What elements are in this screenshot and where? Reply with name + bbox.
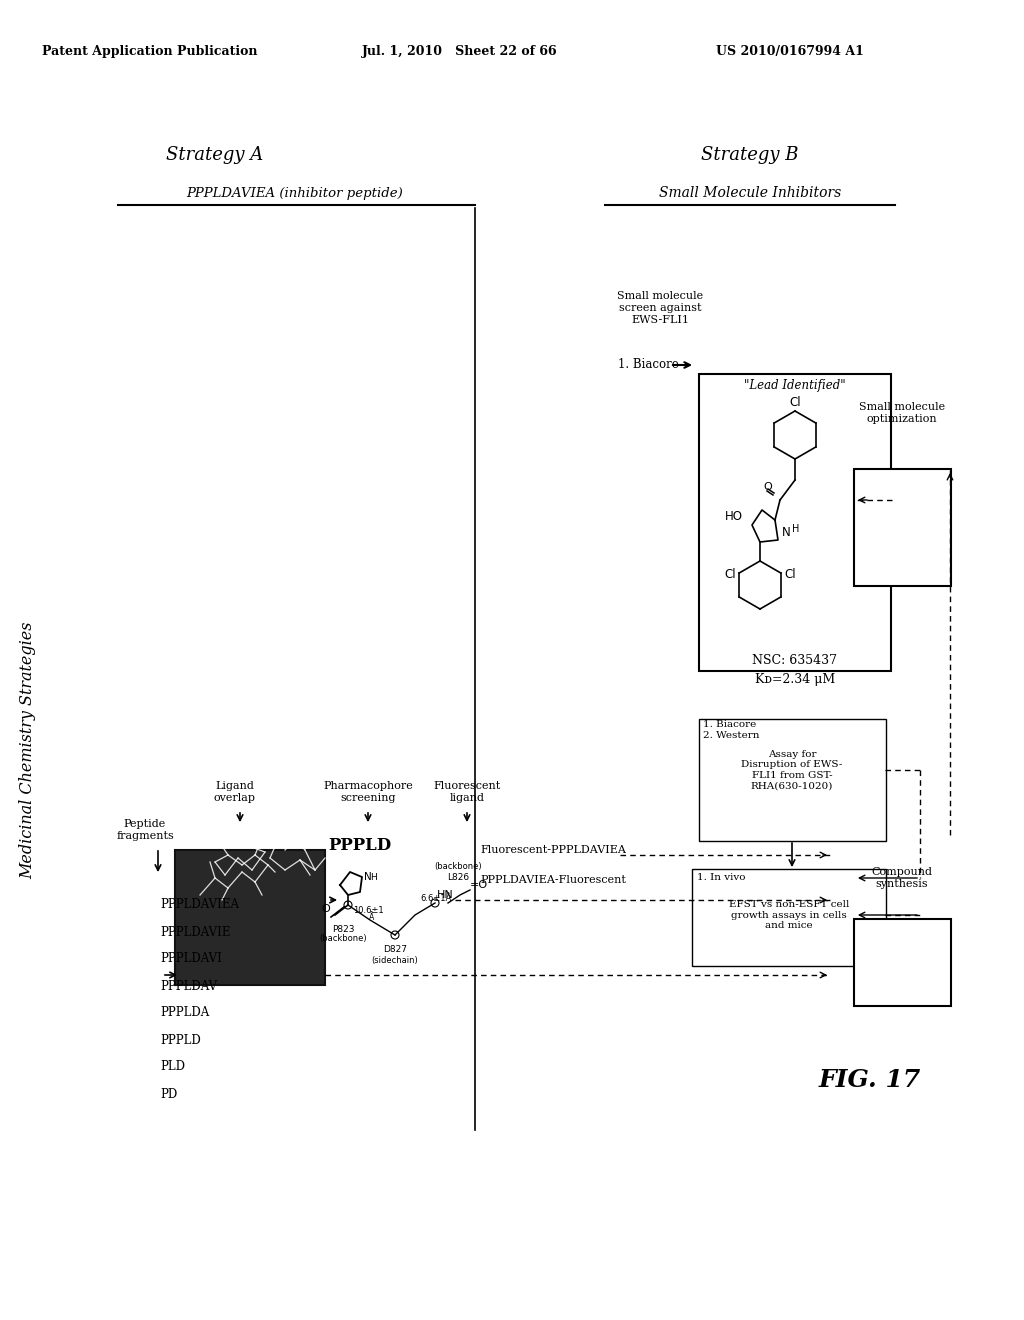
Text: Fluorescent-PPPLDAVIEA: Fluorescent-PPPLDAVIEA — [480, 845, 626, 855]
Text: Jul. 1, 2010   Sheet 22 of 66: Jul. 1, 2010 Sheet 22 of 66 — [362, 45, 558, 58]
Text: Small Molecule Inhibitors: Small Molecule Inhibitors — [658, 186, 841, 201]
FancyBboxPatch shape — [692, 869, 886, 966]
Text: Patent Application Publication: Patent Application Publication — [42, 45, 258, 58]
Text: PPPLDAVIEA: PPPLDAVIEA — [160, 899, 239, 912]
Text: Ligand
overlap: Ligand overlap — [214, 781, 256, 803]
Text: D827: D827 — [383, 945, 407, 954]
Text: Kᴅ=2.34 μM: Kᴅ=2.34 μM — [755, 673, 836, 686]
Text: Small molecule
screen against
EWS-FLI1: Small molecule screen against EWS-FLI1 — [616, 292, 703, 325]
Text: (backbone): (backbone) — [319, 935, 367, 944]
Text: PPPLDAV: PPPLDAV — [160, 979, 217, 993]
Text: HN: HN — [437, 890, 454, 900]
Text: Strategy B: Strategy B — [701, 147, 799, 164]
Text: "Lead Identified": "Lead Identified" — [744, 379, 846, 392]
Text: PPPLDAVIE: PPPLDAVIE — [160, 925, 230, 939]
Text: Pharmacophore
screening: Pharmacophore screening — [324, 781, 413, 803]
Text: Cl: Cl — [784, 569, 796, 582]
Text: EFST vs non-ESFT cell
growth assays in cells
and mice: EFST vs non-ESFT cell growth assays in c… — [729, 900, 849, 929]
Text: =O: =O — [470, 880, 488, 890]
Text: Cl: Cl — [790, 396, 801, 409]
Text: PPPLDAVI: PPPLDAVI — [160, 953, 222, 965]
Text: H: H — [792, 524, 800, 535]
Text: N: N — [364, 873, 372, 882]
Text: 6.6±1Å: 6.6±1Å — [420, 894, 452, 903]
FancyBboxPatch shape — [699, 374, 891, 671]
FancyBboxPatch shape — [854, 919, 951, 1006]
Text: Strategy A: Strategy A — [166, 147, 263, 164]
Text: Medicinal Chemistry Strategies: Medicinal Chemistry Strategies — [19, 622, 37, 879]
Text: PPPLDAVIEA (inhibitor peptide): PPPLDAVIEA (inhibitor peptide) — [186, 186, 403, 199]
Text: PPPLDA: PPPLDA — [160, 1006, 209, 1019]
Text: Peptide
fragments: Peptide fragments — [116, 820, 174, 841]
Text: HO: HO — [725, 511, 743, 524]
Text: 1. Biacore
2. Western: 1. Biacore 2. Western — [703, 721, 760, 739]
Text: O: O — [764, 482, 772, 492]
Text: Cl: Cl — [724, 569, 736, 582]
Text: O: O — [322, 904, 330, 913]
Text: L826: L826 — [446, 873, 469, 882]
FancyBboxPatch shape — [699, 719, 886, 841]
Text: PPPLD: PPPLD — [329, 837, 391, 854]
Text: Compound
synthesis: Compound synthesis — [871, 867, 933, 888]
Text: (backbone): (backbone) — [434, 862, 482, 871]
Text: Small molecule
optimization: Small molecule optimization — [859, 403, 945, 424]
Text: PD: PD — [160, 1088, 177, 1101]
Text: 1. Biacore: 1. Biacore — [618, 359, 679, 371]
Text: Å: Å — [370, 913, 375, 921]
Text: FIG. 17: FIG. 17 — [819, 1068, 922, 1092]
Text: N: N — [782, 525, 791, 539]
Text: 10.6±1: 10.6±1 — [352, 906, 383, 915]
Text: (sidechain): (sidechain) — [372, 956, 419, 965]
Text: Assay for
Disruption of EWS-
FLI1 from GST-
RHA(630-1020): Assay for Disruption of EWS- FLI1 from G… — [741, 750, 843, 791]
Text: PLD: PLD — [160, 1060, 185, 1073]
FancyBboxPatch shape — [854, 469, 951, 586]
Text: P823: P823 — [332, 924, 354, 933]
Text: H: H — [370, 873, 377, 882]
Text: 1. In vivo: 1. In vivo — [697, 874, 745, 883]
Text: PPPLDAVIEA-Fluorescent: PPPLDAVIEA-Fluorescent — [480, 875, 626, 884]
Bar — [175, 850, 325, 985]
Text: NSC: 635437: NSC: 635437 — [753, 653, 838, 667]
Text: US 2010/0167994 A1: US 2010/0167994 A1 — [716, 45, 864, 58]
Text: Fluorescent
ligand: Fluorescent ligand — [433, 781, 501, 803]
Text: PPPLD: PPPLD — [160, 1034, 201, 1047]
